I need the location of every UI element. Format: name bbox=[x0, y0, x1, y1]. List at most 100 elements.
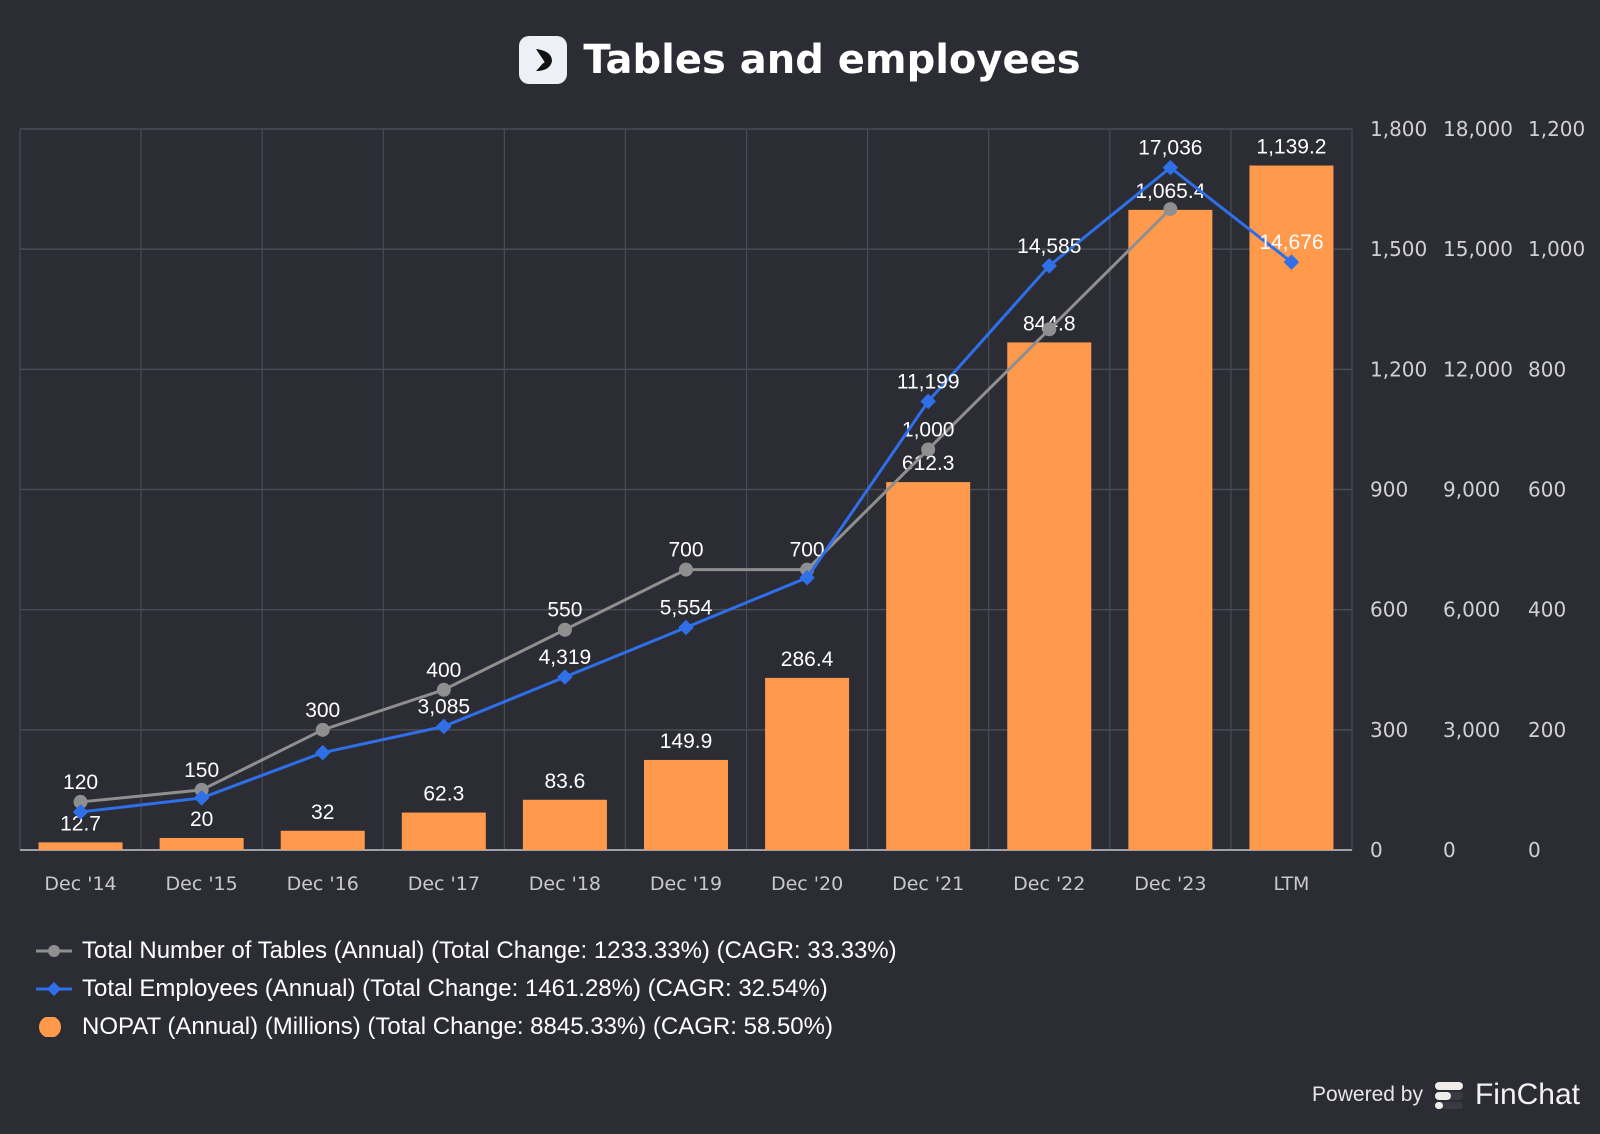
orange-circle-icon bbox=[39, 1017, 61, 1037]
y-tick-label-tables: 1,500 bbox=[1370, 237, 1427, 261]
point-employees bbox=[1283, 254, 1300, 270]
point-employees bbox=[1041, 258, 1058, 274]
point-data-label-employees: 4,319 bbox=[539, 646, 592, 669]
point-tables bbox=[436, 682, 451, 697]
x-tick-label: Dec '20 bbox=[771, 873, 843, 895]
point-employees bbox=[314, 744, 331, 761]
y-tick-label-tables: 600 bbox=[1370, 598, 1408, 622]
point-tables bbox=[315, 722, 330, 737]
legend-item-tables[interactable]: Total Number of Tables (Annual) (Total C… bbox=[36, 932, 897, 970]
y-tick-label-nopat: 0 bbox=[1528, 838, 1541, 862]
y-tick-label-nopat: 1,200 bbox=[1528, 117, 1585, 141]
bar-nopat bbox=[886, 482, 971, 850]
point-employees bbox=[799, 569, 815, 586]
x-tick-label: Dec '17 bbox=[408, 873, 480, 895]
x-tick-label: Dec '23 bbox=[1134, 873, 1206, 895]
gray-line-circle-icon bbox=[36, 945, 72, 957]
line-tables bbox=[80, 208, 1172, 804]
bar-data-label: 286.4 bbox=[781, 648, 834, 671]
y-tick-label-employees: 3,000 bbox=[1443, 718, 1500, 742]
point-data-label-employees: 17,036 bbox=[1138, 137, 1202, 160]
y-tick-label-employees: 12,000 bbox=[1443, 357, 1513, 381]
point-data-label-tables: 400 bbox=[426, 659, 461, 682]
bar-nopat bbox=[401, 812, 486, 850]
point-employees bbox=[1162, 159, 1179, 176]
chart-title: Tables and employees bbox=[0, 36, 1600, 84]
legend-label: NOPAT (Annual) (Millions) (Total Change:… bbox=[82, 1013, 833, 1040]
bar-data-label: 1,065.4 bbox=[1135, 180, 1205, 203]
y-tick-label-tables: 0 bbox=[1370, 838, 1383, 862]
point-tables bbox=[1163, 202, 1178, 217]
y-tick-label-nopat: 800 bbox=[1528, 357, 1566, 381]
x-tick-label: Dec '16 bbox=[287, 873, 359, 895]
point-employees bbox=[193, 790, 210, 806]
bar-nopat bbox=[644, 759, 728, 850]
point-data-label-employees: 3,085 bbox=[418, 695, 471, 718]
point-data-label-tables: 150 bbox=[184, 759, 219, 782]
bar-nopat bbox=[38, 842, 123, 850]
point-data-label-tables: 300 bbox=[305, 699, 340, 722]
point-employees bbox=[678, 619, 694, 636]
bar-data-label: 83.6 bbox=[544, 770, 585, 793]
point-tables bbox=[194, 782, 209, 797]
y-tick-label-employees: 15,000 bbox=[1443, 237, 1513, 261]
x-tick-label: Dec '21 bbox=[892, 873, 964, 895]
bar-nopat bbox=[765, 677, 850, 850]
y-tick-label-tables: 1,200 bbox=[1370, 357, 1427, 381]
y-tick-label-nopat: 200 bbox=[1528, 718, 1566, 742]
title-text: Tables and employees bbox=[583, 37, 1081, 83]
footer: Powered by FinChat bbox=[1312, 1078, 1580, 1112]
x-tick-label: Dec '19 bbox=[650, 873, 722, 895]
y-tick-label-employees: 18,000 bbox=[1443, 117, 1513, 141]
legend-label: Total Number of Tables (Annual) (Total C… bbox=[82, 937, 897, 964]
point-data-label-employees: 11,199 bbox=[897, 370, 960, 393]
blue-line-diamond-icon bbox=[36, 981, 72, 997]
powered-by-text: Powered by bbox=[1312, 1083, 1423, 1106]
point-tables bbox=[679, 562, 693, 577]
x-tick-label: LTM bbox=[1273, 873, 1309, 895]
legend-item-nopat[interactable]: NOPAT (Annual) (Millions) (Total Change:… bbox=[36, 1008, 897, 1046]
bar-nopat bbox=[522, 799, 607, 850]
point-data-label-tables: 1,000 bbox=[902, 418, 955, 441]
x-tick-label: Dec '18 bbox=[529, 873, 601, 895]
point-employees bbox=[436, 718, 452, 735]
y-tick-label-nopat: 1,000 bbox=[1528, 237, 1585, 261]
point-tables bbox=[557, 622, 572, 637]
point-data-label-tables: 700 bbox=[790, 539, 825, 562]
bar-data-label: 1,139.2 bbox=[1256, 136, 1326, 159]
y-tick-label-tables: 900 bbox=[1370, 478, 1408, 502]
bar-data-label: 12.7 bbox=[60, 812, 101, 835]
y-tick-label-employees: 9,000 bbox=[1443, 478, 1500, 502]
point-employees bbox=[557, 669, 573, 685]
point-tables bbox=[1042, 322, 1057, 337]
bar-nopat bbox=[159, 837, 244, 850]
y-tick-label-tables: 300 bbox=[1370, 718, 1408, 742]
point-data-label-employees: 14,585 bbox=[1017, 235, 1081, 258]
chart-area: 0 300 600 900 1,200 1,500 1,800 0 3,000 6,000 9,00… bbox=[19, 117, 1585, 895]
bar-data-label: 149.9 bbox=[660, 730, 713, 753]
x-tick-label: Dec '14 bbox=[44, 873, 116, 895]
y-tick-label-employees: 6,000 bbox=[1443, 598, 1500, 622]
finchat-logo-icon bbox=[1434, 1082, 1463, 1109]
point-data-label-tables: 120 bbox=[63, 771, 98, 794]
finchat-brand: FinChat bbox=[1474, 1078, 1580, 1111]
x-tick-label: Dec '15 bbox=[166, 873, 238, 895]
bar-nopat bbox=[280, 830, 365, 850]
x-tick-label: Dec '22 bbox=[1013, 873, 1085, 895]
y-tick-label-nopat: 400 bbox=[1528, 598, 1566, 622]
bar-data-label: 32 bbox=[311, 801, 334, 824]
point-data-label-employees: 5,554 bbox=[660, 597, 713, 620]
point-data-label-tables: 700 bbox=[668, 539, 703, 562]
bar-data-label: 612.3 bbox=[902, 452, 955, 475]
legend-item-employees[interactable]: Total Employees (Annual) (Total Change: … bbox=[36, 970, 897, 1008]
legend: Total Number of Tables (Annual) (Total C… bbox=[36, 932, 897, 1046]
bar-data-label: 62.3 bbox=[423, 783, 464, 806]
y-tick-label-tables: 1,800 bbox=[1370, 117, 1427, 141]
company-logo-icon bbox=[519, 36, 568, 84]
y-tick-label-employees: 0 bbox=[1443, 838, 1456, 862]
bar-nopat bbox=[1249, 165, 1334, 851]
bar-nopat bbox=[1007, 342, 1092, 850]
point-tables bbox=[73, 794, 88, 809]
y-tick-label-nopat: 600 bbox=[1528, 478, 1566, 502]
bar-data-label: 20 bbox=[190, 808, 213, 831]
